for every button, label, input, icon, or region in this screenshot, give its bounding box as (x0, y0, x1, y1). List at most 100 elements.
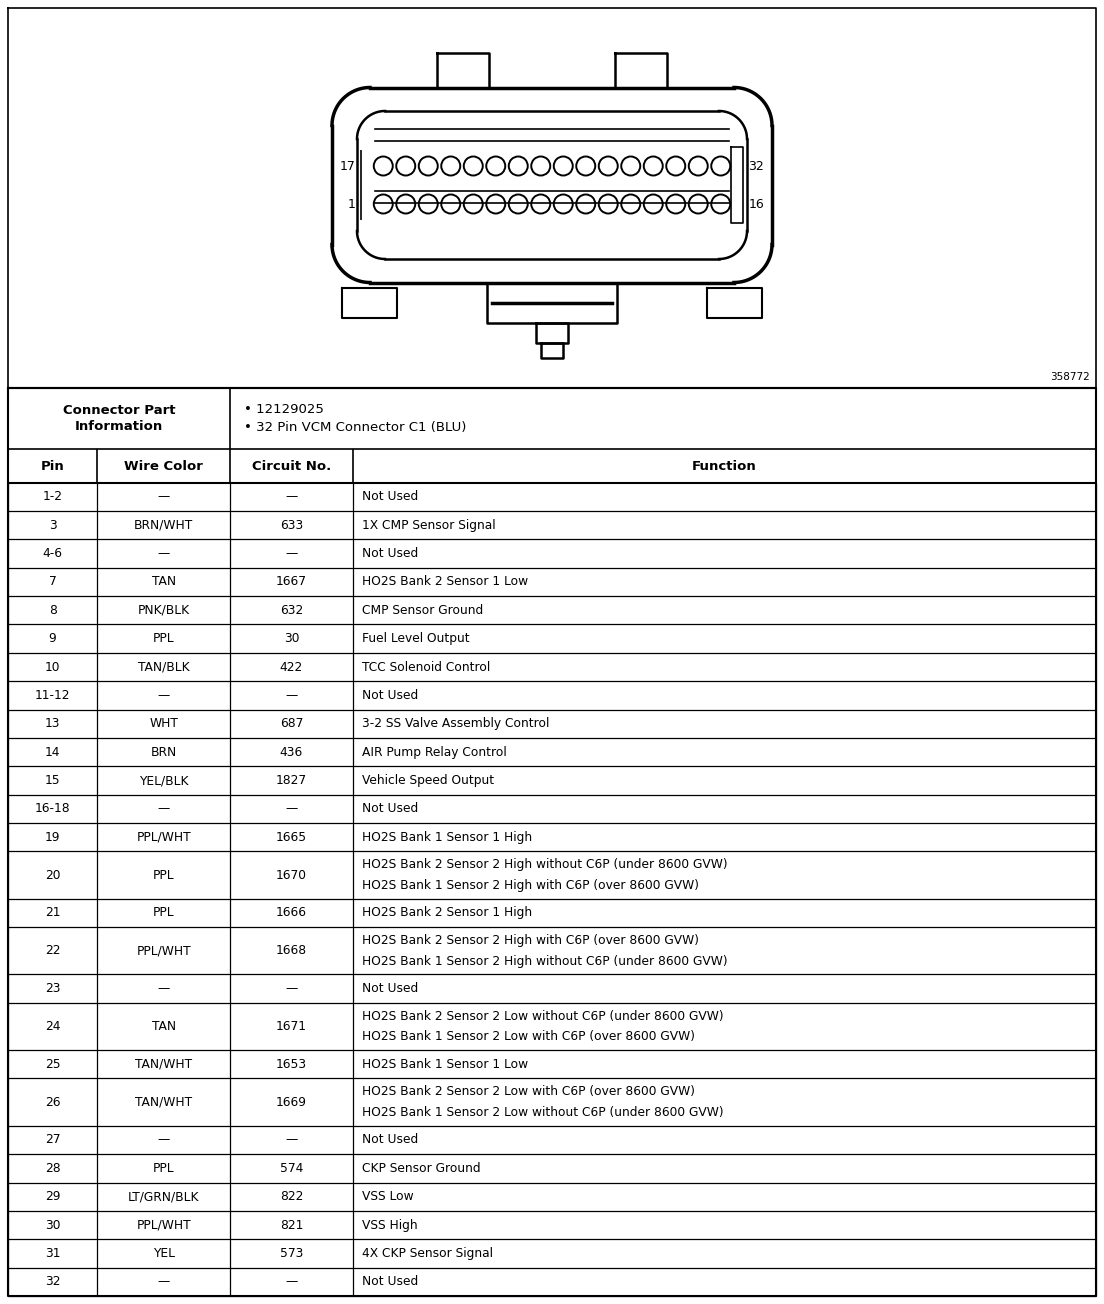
Text: HO2S Bank 2 Sensor 2 High with C6P (over 8600 GVW): HO2S Bank 2 Sensor 2 High with C6P (over… (362, 934, 699, 947)
Text: VSS High: VSS High (362, 1218, 417, 1231)
Text: —: — (158, 546, 170, 559)
Text: 29: 29 (45, 1191, 61, 1204)
Text: CMP Sensor Ground: CMP Sensor Ground (362, 604, 484, 617)
Text: 821: 821 (279, 1218, 304, 1231)
Text: Not Used: Not Used (362, 802, 418, 815)
Text: 16: 16 (749, 197, 764, 210)
Text: 22: 22 (45, 944, 61, 957)
Text: HO2S Bank 2 Sensor 2 High without C6P (under 8600 GVW): HO2S Bank 2 Sensor 2 High without C6P (u… (362, 858, 728, 871)
Text: 31: 31 (45, 1247, 61, 1260)
Text: —: — (158, 802, 170, 815)
Text: AIR Pump Relay Control: AIR Pump Relay Control (362, 746, 507, 759)
Text: 1665: 1665 (276, 831, 307, 844)
Text: LT/GRN/BLK: LT/GRN/BLK (128, 1191, 200, 1204)
Text: BRN: BRN (150, 746, 177, 759)
Text: 13: 13 (45, 717, 61, 730)
Text: Not Used: Not Used (362, 546, 418, 559)
Text: 28: 28 (45, 1162, 61, 1175)
Text: 436: 436 (279, 746, 304, 759)
Text: —: — (158, 490, 170, 503)
Text: WHT: WHT (149, 717, 178, 730)
Text: Function: Function (692, 459, 757, 472)
Text: TAN: TAN (151, 1020, 176, 1033)
Text: 32: 32 (45, 1275, 61, 1288)
Text: 7: 7 (49, 575, 56, 588)
Text: 687: 687 (279, 717, 304, 730)
Text: • 12129025: • 12129025 (244, 403, 323, 416)
Text: 574: 574 (279, 1162, 304, 1175)
Text: 1668: 1668 (276, 944, 307, 957)
Text: 632: 632 (279, 604, 304, 617)
Text: Wire Color: Wire Color (124, 459, 203, 472)
Text: 11-12: 11-12 (35, 689, 71, 702)
Text: HO2S Bank 1 Sensor 2 Low with C6P (over 8600 GVW): HO2S Bank 1 Sensor 2 Low with C6P (over … (362, 1030, 694, 1043)
Text: Not Used: Not Used (362, 689, 418, 702)
Text: —: — (285, 982, 298, 995)
Text: Not Used: Not Used (362, 1275, 418, 1288)
Text: 358772: 358772 (1050, 372, 1090, 382)
Text: HO2S Bank 2 Sensor 1 High: HO2S Bank 2 Sensor 1 High (362, 906, 532, 919)
Text: —: — (158, 1133, 170, 1146)
Text: PPL/WHT: PPL/WHT (136, 831, 191, 844)
Text: 23: 23 (45, 982, 61, 995)
Text: —: — (158, 689, 170, 702)
Text: HO2S Bank 1 Sensor 1 High: HO2S Bank 1 Sensor 1 High (362, 831, 532, 844)
Text: 4-6: 4-6 (43, 546, 63, 559)
Text: 1: 1 (348, 197, 355, 210)
Text: PPL: PPL (152, 868, 174, 882)
Text: 10: 10 (45, 661, 61, 674)
Text: Not Used: Not Used (362, 982, 418, 995)
Text: PPL: PPL (152, 1162, 174, 1175)
Text: PPL: PPL (152, 632, 174, 645)
Text: Connector Part: Connector Part (63, 404, 176, 417)
Text: PPL/WHT: PPL/WHT (136, 944, 191, 957)
Text: Pin: Pin (41, 459, 64, 472)
Text: PNK/BLK: PNK/BLK (138, 604, 190, 617)
Text: 1666: 1666 (276, 906, 307, 919)
Text: 25: 25 (45, 1058, 61, 1071)
Text: 21: 21 (45, 906, 61, 919)
Text: HO2S Bank 1 Sensor 2 High without C6P (under 8600 GVW): HO2S Bank 1 Sensor 2 High without C6P (u… (362, 955, 728, 968)
Text: —: — (285, 802, 298, 815)
Text: 3-2 SS Valve Assembly Control: 3-2 SS Valve Assembly Control (362, 717, 550, 730)
Text: PPL: PPL (152, 906, 174, 919)
Text: TAN/BLK: TAN/BLK (138, 661, 190, 674)
Text: 422: 422 (279, 661, 304, 674)
Text: 15: 15 (45, 775, 61, 788)
Text: HO2S Bank 1 Sensor 2 High with C6P (over 8600 GVW): HO2S Bank 1 Sensor 2 High with C6P (over… (362, 879, 699, 892)
Text: TAN/WHT: TAN/WHT (135, 1058, 192, 1071)
Text: 1653: 1653 (276, 1058, 307, 1071)
Text: 633: 633 (279, 519, 304, 532)
Text: 19: 19 (45, 831, 61, 844)
Text: 822: 822 (279, 1191, 304, 1204)
Text: HO2S Bank 2 Sensor 2 Low with C6P (over 8600 GVW): HO2S Bank 2 Sensor 2 Low with C6P (over … (362, 1085, 694, 1098)
Text: 1-2: 1-2 (43, 490, 63, 503)
Text: Not Used: Not Used (362, 490, 418, 503)
Text: 30: 30 (284, 632, 299, 645)
Text: Circuit No.: Circuit No. (252, 459, 331, 472)
Text: —: — (158, 982, 170, 995)
Text: VSS Low: VSS Low (362, 1191, 414, 1204)
Text: Vehicle Speed Output: Vehicle Speed Output (362, 775, 493, 788)
Text: —: — (158, 1275, 170, 1288)
Text: 1669: 1669 (276, 1095, 307, 1108)
Text: YEL: YEL (152, 1247, 174, 1260)
Text: 573: 573 (279, 1247, 304, 1260)
Text: 16-18: 16-18 (35, 802, 71, 815)
Text: 3: 3 (49, 519, 56, 532)
Text: TAN/WHT: TAN/WHT (135, 1095, 192, 1108)
Text: 27: 27 (45, 1133, 61, 1146)
Text: —: — (285, 1133, 298, 1146)
Text: 1671: 1671 (276, 1020, 307, 1033)
Text: 1670: 1670 (276, 868, 307, 882)
Text: TAN: TAN (151, 575, 176, 588)
Text: HO2S Bank 2 Sensor 1 Low: HO2S Bank 2 Sensor 1 Low (362, 575, 528, 588)
Text: Fuel Level Output: Fuel Level Output (362, 632, 469, 645)
Text: 9: 9 (49, 632, 56, 645)
Text: 1667: 1667 (276, 575, 307, 588)
Text: 1827: 1827 (276, 775, 307, 788)
Text: HO2S Bank 2 Sensor 2 Low without C6P (under 8600 GVW): HO2S Bank 2 Sensor 2 Low without C6P (un… (362, 1009, 723, 1022)
Text: TCC Solenoid Control: TCC Solenoid Control (362, 661, 490, 674)
Text: HO2S Bank 1 Sensor 1 Low: HO2S Bank 1 Sensor 1 Low (362, 1058, 528, 1071)
Text: 20: 20 (45, 868, 61, 882)
